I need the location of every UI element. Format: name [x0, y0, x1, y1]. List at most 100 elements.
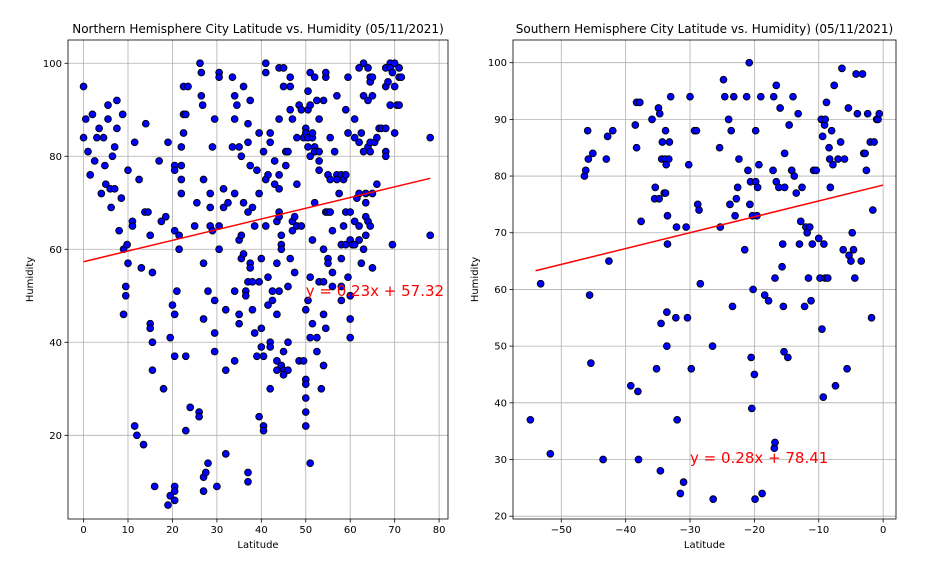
data-point [750, 370, 759, 379]
data-point [789, 92, 797, 101]
data-point [248, 305, 257, 314]
data-point [315, 115, 323, 123]
data-point [313, 347, 321, 356]
data-point [384, 78, 392, 86]
data-point [395, 64, 403, 72]
data-point [270, 157, 279, 165]
data-point [867, 313, 876, 322]
data-point [359, 91, 368, 100]
data-point [682, 223, 691, 231]
data-point [747, 404, 756, 413]
data-point [792, 189, 801, 197]
data-point [235, 310, 243, 319]
data-point [740, 245, 749, 254]
data-point [306, 101, 315, 109]
data-point [695, 206, 703, 214]
data-point [301, 305, 310, 314]
data-point [230, 357, 239, 365]
data-point [121, 282, 130, 291]
data-point [355, 236, 363, 244]
data-point [337, 296, 346, 305]
data-point [268, 296, 277, 305]
data-point [246, 161, 255, 170]
data-point [281, 161, 290, 170]
data-point [760, 291, 769, 299]
data-point [679, 478, 688, 487]
data-point [199, 315, 208, 323]
data-point [288, 115, 297, 123]
data-point [330, 147, 339, 156]
data-point [727, 126, 736, 135]
data-point [635, 98, 644, 107]
data-point [368, 264, 377, 272]
southern-hemisphere-chart: y = 0.28x + 78.41 −50 −40 −30 −20 −10 0 20 30 40 5… [470, 22, 897, 551]
data-point [170, 487, 179, 495]
data-point [686, 92, 694, 101]
data-point [275, 287, 283, 295]
data-point [248, 203, 257, 212]
data-point [244, 138, 252, 147]
data-point [210, 329, 219, 337]
data-point [170, 352, 179, 361]
y-tick-label: 70 [494, 228, 507, 239]
y-tick-label: 100 [488, 58, 507, 69]
data-point [745, 58, 754, 67]
data-point [780, 347, 788, 356]
northern-hemisphere-chart: y = 0.23x + 57.32 0 10 20 30 40 50 60 70 80 20 40 60… [25, 22, 449, 551]
data-point [328, 226, 337, 235]
data-point [800, 302, 809, 311]
data-point [259, 147, 268, 156]
data-point [101, 180, 110, 189]
data-point [273, 357, 281, 365]
data-point [731, 211, 739, 220]
data-point [853, 109, 862, 118]
data-point [655, 194, 663, 203]
data-point [177, 161, 186, 170]
data-point [253, 352, 261, 361]
data-point [301, 380, 310, 388]
x-tick-label: −30 [679, 525, 700, 536]
data-point [259, 352, 268, 361]
data-point [319, 361, 328, 370]
data-point [651, 183, 660, 192]
data-point [150, 482, 159, 491]
data-point [753, 183, 762, 192]
data-point [204, 287, 212, 295]
data-point [84, 147, 92, 156]
data-point [257, 324, 266, 333]
data-point [785, 121, 793, 129]
data-point [261, 222, 270, 230]
data-point [266, 138, 275, 147]
data-point [177, 189, 186, 198]
data-point [795, 240, 804, 248]
data-point [277, 231, 286, 240]
data-point [390, 129, 399, 137]
data-point [304, 143, 312, 151]
data-point [113, 96, 121, 105]
data-point [350, 217, 359, 226]
data-point [113, 124, 121, 133]
data-point [742, 92, 751, 101]
regression-line [83, 177, 431, 263]
data-point [355, 138, 363, 147]
y-tick-label: 100 [43, 59, 62, 70]
data-point [184, 82, 192, 91]
data-point [199, 487, 208, 495]
data-point [839, 245, 848, 254]
data-point [286, 73, 295, 82]
data-point [306, 333, 315, 342]
data-point [237, 231, 246, 240]
data-point [124, 166, 132, 175]
data-point [746, 200, 754, 209]
data-point [397, 73, 406, 82]
data-point [807, 296, 815, 305]
data-point [239, 198, 248, 207]
data-point [308, 319, 317, 328]
data-point [344, 129, 352, 137]
data-point [275, 171, 283, 179]
data-point [170, 226, 179, 235]
data-point [306, 273, 315, 282]
data-point [749, 285, 757, 294]
data-point [350, 133, 359, 142]
